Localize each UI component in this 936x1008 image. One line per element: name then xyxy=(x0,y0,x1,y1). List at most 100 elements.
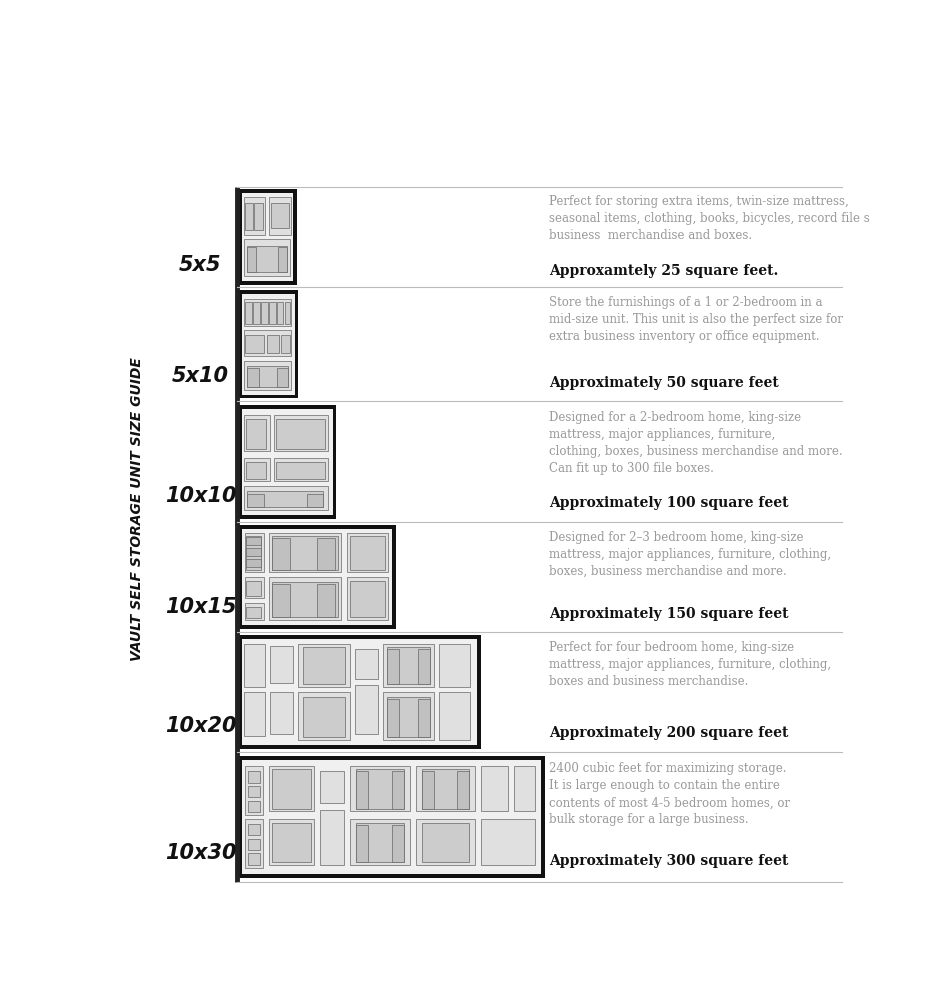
Bar xyxy=(238,756,546,878)
Bar xyxy=(481,820,535,865)
Bar xyxy=(261,301,268,324)
Bar xyxy=(271,536,338,571)
Text: 10x15: 10x15 xyxy=(165,598,236,618)
Bar xyxy=(254,301,259,324)
Bar xyxy=(246,581,261,596)
Bar xyxy=(388,698,430,738)
Text: 5x10: 5x10 xyxy=(172,366,229,386)
Text: 10x10: 10x10 xyxy=(165,486,236,506)
Bar xyxy=(244,415,270,452)
Bar xyxy=(269,820,314,865)
Bar xyxy=(246,559,261,568)
Bar xyxy=(278,247,287,272)
Bar xyxy=(238,525,396,629)
Text: Approximately 50 square feet: Approximately 50 square feet xyxy=(548,376,779,390)
Bar xyxy=(246,537,261,545)
Text: 5x5: 5x5 xyxy=(179,255,222,275)
Bar xyxy=(418,700,430,738)
Bar xyxy=(271,584,290,617)
Bar xyxy=(350,820,410,865)
Bar xyxy=(271,204,289,228)
Bar xyxy=(299,691,350,740)
Bar xyxy=(246,548,261,555)
Bar xyxy=(270,198,291,235)
Bar xyxy=(355,685,378,734)
Bar xyxy=(350,536,385,571)
Bar xyxy=(241,193,293,281)
Bar xyxy=(481,766,508,811)
Text: 10x30: 10x30 xyxy=(165,843,236,863)
Bar xyxy=(418,649,430,684)
Bar xyxy=(248,854,260,865)
Bar xyxy=(269,766,314,811)
Bar xyxy=(285,301,290,324)
Bar xyxy=(355,649,378,679)
Text: Perfect for storing extra items, twin-size mattress,
seasonal items, clothing, b: Perfect for storing extra items, twin-si… xyxy=(548,195,870,242)
Text: Store the furnishings of a 1 or 2-bedroom in a
mid-size unit. This unit is also : Store the furnishings of a 1 or 2-bedroo… xyxy=(548,296,842,343)
Bar xyxy=(248,801,260,812)
Bar xyxy=(515,766,535,811)
Bar xyxy=(277,368,288,386)
Bar xyxy=(356,771,368,808)
Bar xyxy=(439,644,470,686)
Bar xyxy=(347,533,388,572)
Bar xyxy=(245,335,264,353)
Bar xyxy=(271,823,311,863)
Bar xyxy=(248,824,260,835)
Bar xyxy=(245,766,263,814)
Bar xyxy=(247,247,256,272)
Text: Designed for 2–3 bedroom home, king-size
mattress, major appliances, furniture, : Designed for 2–3 bedroom home, king-size… xyxy=(548,531,831,578)
Bar xyxy=(350,766,410,811)
Bar xyxy=(244,298,291,326)
Bar xyxy=(347,577,388,620)
Text: Approximately 200 square feet: Approximately 200 square feet xyxy=(548,726,788,740)
Bar xyxy=(247,492,324,507)
Bar xyxy=(243,239,290,276)
Text: Designed for a 2-bedroom home, king-size
mattress, major appliances, furniture,
: Designed for a 2-bedroom home, king-size… xyxy=(548,411,842,475)
Bar xyxy=(247,246,287,272)
Bar xyxy=(439,691,470,740)
Bar xyxy=(244,644,265,686)
Bar xyxy=(273,415,328,452)
Text: Perfect for four bedroom home, king-size
mattress, major appliances, furniture, : Perfect for four bedroom home, king-size… xyxy=(548,641,831,688)
Bar xyxy=(245,820,263,868)
Bar xyxy=(281,335,290,353)
Text: Approximately 300 square feet: Approximately 300 square feet xyxy=(548,854,788,868)
Bar xyxy=(243,198,266,235)
Bar xyxy=(320,771,344,803)
Bar xyxy=(247,494,264,507)
Bar xyxy=(246,536,261,571)
Bar xyxy=(303,647,345,684)
Bar xyxy=(246,462,266,479)
Bar xyxy=(244,486,328,509)
Bar xyxy=(238,190,297,284)
Bar xyxy=(270,301,275,324)
Bar xyxy=(245,577,264,598)
Bar xyxy=(248,786,260,797)
Text: Approximately 100 square feet: Approximately 100 square feet xyxy=(548,496,788,510)
Bar xyxy=(317,538,335,571)
Bar xyxy=(247,366,288,386)
Bar xyxy=(299,644,350,686)
Text: Approxamtely 25 square feet.: Approxamtely 25 square feet. xyxy=(548,264,778,278)
Text: VAULT SELF STORAGE UNIT SIZE GUIDE: VAULT SELF STORAGE UNIT SIZE GUIDE xyxy=(130,357,144,661)
Bar xyxy=(241,293,295,394)
Bar xyxy=(248,839,260,850)
Bar xyxy=(269,577,341,620)
Bar xyxy=(421,769,470,808)
Bar xyxy=(383,644,434,686)
Bar xyxy=(388,700,399,738)
Bar xyxy=(245,533,264,572)
Text: 2400 cubic feet for maximizing storage.
It is large enough to contain the entire: 2400 cubic feet for maximizing storage. … xyxy=(548,762,790,827)
Bar xyxy=(245,301,252,324)
Bar xyxy=(317,584,335,617)
Bar xyxy=(244,330,291,356)
Bar xyxy=(245,603,264,620)
Bar xyxy=(238,405,336,519)
Bar xyxy=(303,698,345,738)
Bar xyxy=(388,649,399,684)
Bar xyxy=(270,691,294,734)
Bar xyxy=(356,825,368,863)
Bar xyxy=(383,691,434,740)
Bar xyxy=(421,771,433,808)
